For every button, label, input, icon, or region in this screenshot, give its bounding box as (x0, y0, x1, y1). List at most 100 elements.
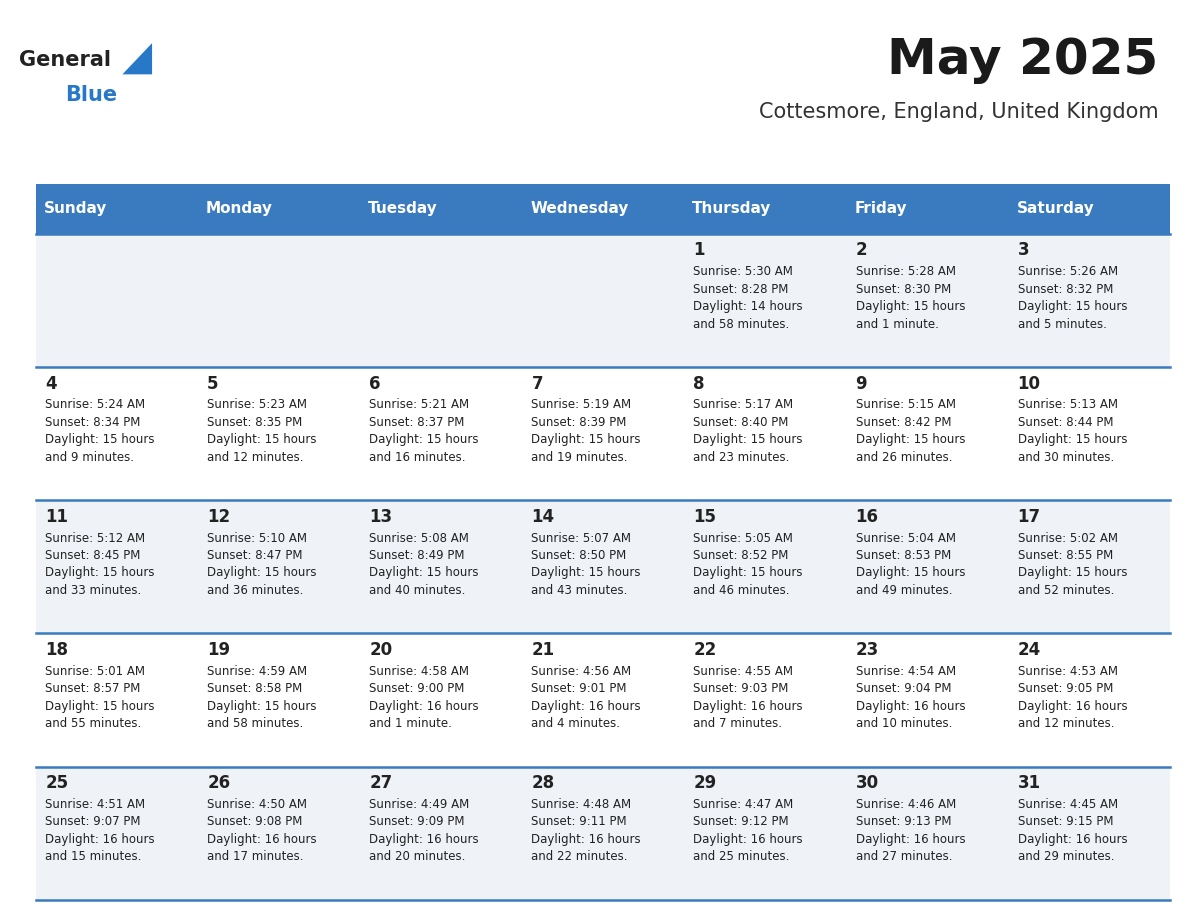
Text: Sunrise: 4:48 AM: Sunrise: 4:48 AM (531, 798, 632, 811)
Text: Daylight: 15 hours: Daylight: 15 hours (531, 566, 640, 579)
Text: 26: 26 (207, 774, 230, 792)
Bar (846, 184, 1009, 234)
Text: Daylight: 16 hours: Daylight: 16 hours (1018, 833, 1127, 845)
Bar (684, 234, 846, 367)
Text: 31: 31 (1018, 774, 1041, 792)
Text: and 17 minutes.: and 17 minutes. (207, 850, 304, 863)
Text: 14: 14 (531, 508, 555, 526)
Bar (522, 184, 684, 234)
Text: Sunrise: 5:07 AM: Sunrise: 5:07 AM (531, 532, 631, 544)
Text: Sunset: 8:57 PM: Sunset: 8:57 PM (45, 682, 140, 695)
Text: 11: 11 (45, 508, 68, 526)
Text: 4: 4 (45, 375, 57, 393)
Bar (360, 367, 522, 500)
Text: 18: 18 (45, 641, 68, 659)
Text: Sunrise: 4:54 AM: Sunrise: 4:54 AM (855, 665, 955, 677)
Text: Tuesday: Tuesday (368, 201, 438, 217)
Text: Sunrise: 4:49 AM: Sunrise: 4:49 AM (369, 798, 469, 811)
Text: Daylight: 16 hours: Daylight: 16 hours (694, 700, 803, 712)
Text: 1: 1 (694, 241, 704, 260)
Text: Sunrise: 4:51 AM: Sunrise: 4:51 AM (45, 798, 145, 811)
Bar (1009, 500, 1170, 633)
Text: 27: 27 (369, 774, 392, 792)
Text: 6: 6 (369, 375, 381, 393)
Bar (36, 500, 197, 633)
Text: 23: 23 (855, 641, 879, 659)
Text: Sunset: 9:00 PM: Sunset: 9:00 PM (369, 682, 465, 695)
Text: and 16 minutes.: and 16 minutes. (369, 451, 466, 464)
Text: and 43 minutes.: and 43 minutes. (531, 584, 627, 597)
Text: 30: 30 (855, 774, 879, 792)
Bar (36, 184, 197, 234)
Text: Daylight: 16 hours: Daylight: 16 hours (694, 833, 803, 845)
Bar (197, 184, 360, 234)
Text: and 40 minutes.: and 40 minutes. (369, 584, 466, 597)
Bar (522, 633, 684, 767)
Text: Daylight: 15 hours: Daylight: 15 hours (45, 566, 154, 579)
Text: Sunset: 9:01 PM: Sunset: 9:01 PM (531, 682, 627, 695)
Bar (846, 500, 1009, 633)
Text: Sunrise: 5:28 AM: Sunrise: 5:28 AM (855, 265, 955, 278)
Bar (684, 500, 846, 633)
Text: 3: 3 (1018, 241, 1029, 260)
Text: Daylight: 15 hours: Daylight: 15 hours (694, 566, 803, 579)
Text: 10: 10 (1018, 375, 1041, 393)
Text: Sunrise: 5:12 AM: Sunrise: 5:12 AM (45, 532, 145, 544)
Text: Sunset: 9:13 PM: Sunset: 9:13 PM (855, 815, 952, 828)
Text: 2: 2 (855, 241, 867, 260)
Text: and 5 minutes.: and 5 minutes. (1018, 318, 1106, 330)
Text: Daylight: 15 hours: Daylight: 15 hours (855, 300, 965, 313)
Bar (1009, 767, 1170, 900)
Text: Daylight: 15 hours: Daylight: 15 hours (207, 566, 317, 579)
Text: Sunset: 8:49 PM: Sunset: 8:49 PM (369, 549, 465, 562)
Text: Sunset: 8:34 PM: Sunset: 8:34 PM (45, 416, 140, 429)
Text: Sunrise: 5:13 AM: Sunrise: 5:13 AM (1018, 398, 1118, 411)
Bar (522, 367, 684, 500)
Text: Sunrise: 5:05 AM: Sunrise: 5:05 AM (694, 532, 794, 544)
Text: Sunrise: 4:47 AM: Sunrise: 4:47 AM (694, 798, 794, 811)
Text: Sunrise: 5:15 AM: Sunrise: 5:15 AM (855, 398, 955, 411)
Text: Monday: Monday (206, 201, 273, 217)
Text: 24: 24 (1018, 641, 1041, 659)
Text: Daylight: 16 hours: Daylight: 16 hours (369, 700, 479, 712)
Text: Daylight: 15 hours: Daylight: 15 hours (694, 433, 803, 446)
Text: Sunrise: 5:04 AM: Sunrise: 5:04 AM (855, 532, 955, 544)
Text: Sunrise: 5:30 AM: Sunrise: 5:30 AM (694, 265, 794, 278)
Bar (197, 633, 360, 767)
Bar (1009, 234, 1170, 367)
Text: and 1 minute.: and 1 minute. (855, 318, 939, 330)
Text: Sunrise: 4:55 AM: Sunrise: 4:55 AM (694, 665, 794, 677)
Text: 13: 13 (369, 508, 392, 526)
Text: Daylight: 16 hours: Daylight: 16 hours (207, 833, 317, 845)
Text: 20: 20 (369, 641, 392, 659)
Bar (360, 234, 522, 367)
Text: Sunrise: 5:21 AM: Sunrise: 5:21 AM (369, 398, 469, 411)
Bar (36, 633, 197, 767)
Text: and 55 minutes.: and 55 minutes. (45, 717, 141, 730)
Text: Sunset: 8:28 PM: Sunset: 8:28 PM (694, 283, 789, 296)
Text: Sunrise: 5:19 AM: Sunrise: 5:19 AM (531, 398, 632, 411)
Text: Sunset: 8:58 PM: Sunset: 8:58 PM (207, 682, 303, 695)
Bar (684, 184, 846, 234)
Text: 28: 28 (531, 774, 555, 792)
Text: Thursday: Thursday (693, 201, 772, 217)
Text: 25: 25 (45, 774, 68, 792)
Text: and 19 minutes.: and 19 minutes. (531, 451, 628, 464)
Text: and 33 minutes.: and 33 minutes. (45, 584, 141, 597)
Text: Sunset: 8:55 PM: Sunset: 8:55 PM (1018, 549, 1113, 562)
Text: and 10 minutes.: and 10 minutes. (855, 717, 952, 730)
Bar (684, 767, 846, 900)
Text: Sunrise: 5:17 AM: Sunrise: 5:17 AM (694, 398, 794, 411)
Text: Sunrise: 4:46 AM: Sunrise: 4:46 AM (855, 798, 956, 811)
Text: Sunrise: 4:45 AM: Sunrise: 4:45 AM (1018, 798, 1118, 811)
Text: and 58 minutes.: and 58 minutes. (694, 318, 790, 330)
Text: 5: 5 (207, 375, 219, 393)
Text: Blue: Blue (65, 84, 118, 105)
Text: Sunset: 8:32 PM: Sunset: 8:32 PM (1018, 283, 1113, 296)
Text: and 20 minutes.: and 20 minutes. (369, 850, 466, 863)
Text: Sunset: 9:07 PM: Sunset: 9:07 PM (45, 815, 140, 828)
Text: 8: 8 (694, 375, 704, 393)
Text: Sunrise: 4:59 AM: Sunrise: 4:59 AM (207, 665, 308, 677)
Text: Daylight: 15 hours: Daylight: 15 hours (1018, 566, 1127, 579)
Polygon shape (122, 43, 152, 74)
